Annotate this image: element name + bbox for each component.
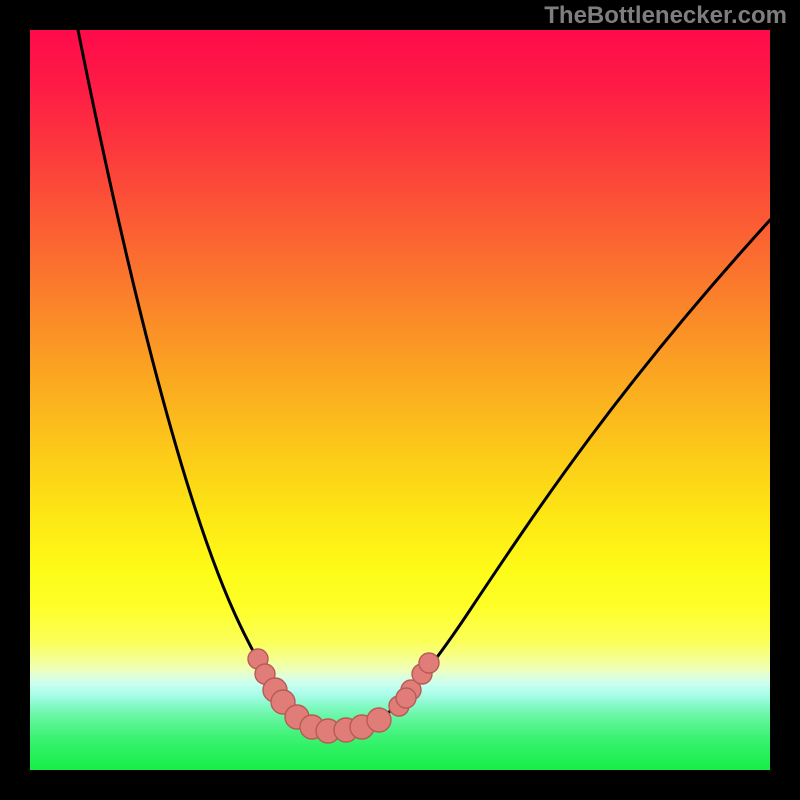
chart-svg [30,30,770,770]
chart-background [30,30,770,770]
bead [396,688,416,708]
bead [419,653,439,673]
frame-bottom [0,770,800,800]
bead [367,708,391,732]
frame-right [770,0,800,800]
bottleneck-chart [30,30,770,770]
frame-left [0,0,30,800]
watermark-text: TheBottlenecker.com [544,2,787,30]
